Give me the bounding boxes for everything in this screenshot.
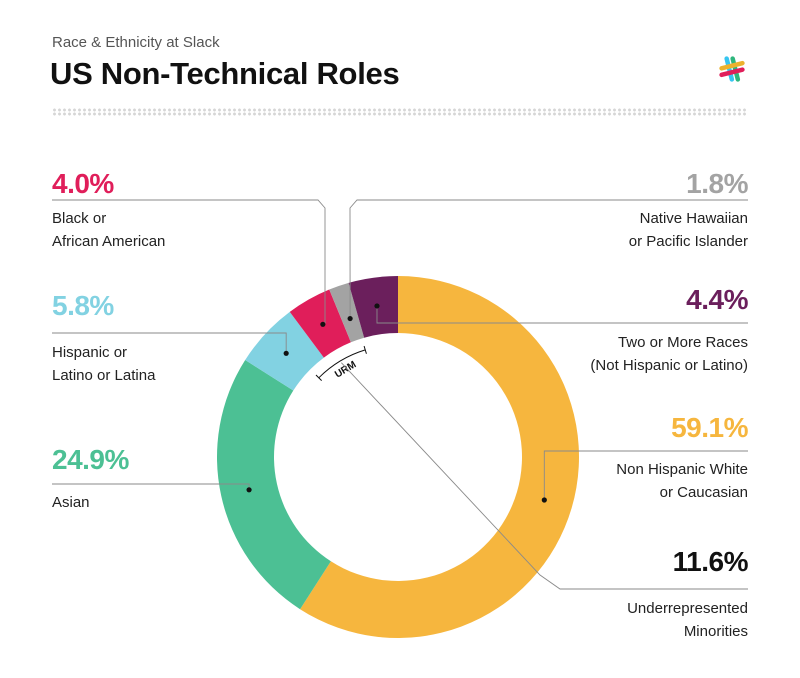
slice-black — [289, 289, 351, 358]
black-label-line1: Black or — [52, 210, 107, 227]
leader-two-or-more — [376, 305, 748, 324]
slice-hispanic — [245, 311, 324, 391]
leader-dot-asian — [246, 487, 252, 493]
white-pct: 59.1% — [671, 412, 748, 443]
hawaiian-pct: 1.8% — [686, 168, 748, 199]
white-label-line2: or Caucasian — [659, 484, 748, 501]
chart-title: US Non-Technical Roles — [50, 56, 400, 91]
leader-black — [52, 199, 326, 325]
hispanic-pct: 5.8% — [52, 290, 114, 321]
chart-subtitle: Race & Ethnicity at Slack — [52, 34, 220, 51]
leader-dot-two-or-more — [374, 303, 380, 309]
leader-hawaiian — [349, 199, 748, 319]
dotted-divider — [52, 108, 748, 116]
black-pct: 4.0% — [52, 168, 114, 199]
urm-label: Underrepresented Minorities — [627, 597, 748, 643]
black-label: Black or African American — [52, 207, 165, 253]
leader-dot-black — [320, 321, 326, 327]
urm-label-line1: Underrepresented — [627, 600, 748, 617]
hispanic-label-line1: Hispanic or — [52, 344, 128, 361]
slice-asian — [217, 360, 331, 610]
urm-bracket-tick — [363, 345, 367, 354]
urm-label-line2: Minorities — [683, 623, 748, 640]
leader-dot-white — [541, 497, 547, 503]
asian-pct: 24.9% — [52, 444, 129, 475]
white-label: Non Hispanic White or Caucasian — [616, 458, 748, 504]
urm-bracket-tick — [315, 374, 322, 381]
hawaiian-label: Native Hawaiian or Pacific Islander — [629, 207, 748, 253]
hispanic-label: Hispanic or Latino or Latina — [52, 341, 155, 387]
slice-white — [300, 276, 579, 639]
two-or-more-label-line2: (Not Hispanic or Latino) — [590, 357, 748, 374]
two-or-more-label: Two or More Races (Not Hispanic or Latin… — [590, 331, 748, 377]
asian-label-line1: Asian — [52, 494, 90, 511]
hawaiian-label-line1: Native Hawaiian — [639, 210, 748, 227]
leader-urm — [341, 362, 748, 590]
asian-label: Asian — [52, 491, 90, 514]
slice-hawaiian — [329, 282, 365, 343]
slack-logo-icon — [719, 56, 745, 82]
two-or-more-pct: 4.4% — [686, 284, 748, 315]
hawaiian-label-line2: or Pacific Islander — [628, 233, 748, 250]
two-or-more-label-line1: Two or More Races — [617, 334, 748, 351]
leader-white — [543, 450, 748, 501]
white-label-line1: Non Hispanic White — [616, 461, 748, 478]
urm-pct: 11.6% — [672, 546, 749, 577]
urm-bracket-arc — [318, 349, 366, 379]
black-label-line2: African American — [52, 233, 166, 250]
leader-dot-hawaiian — [347, 315, 353, 322]
leader-dot-hispanic — [283, 350, 289, 356]
hispanic-label-line2: Latino or Latina — [52, 367, 156, 384]
leader-hispanic — [52, 332, 287, 354]
slice-two-or-more — [348, 276, 398, 338]
